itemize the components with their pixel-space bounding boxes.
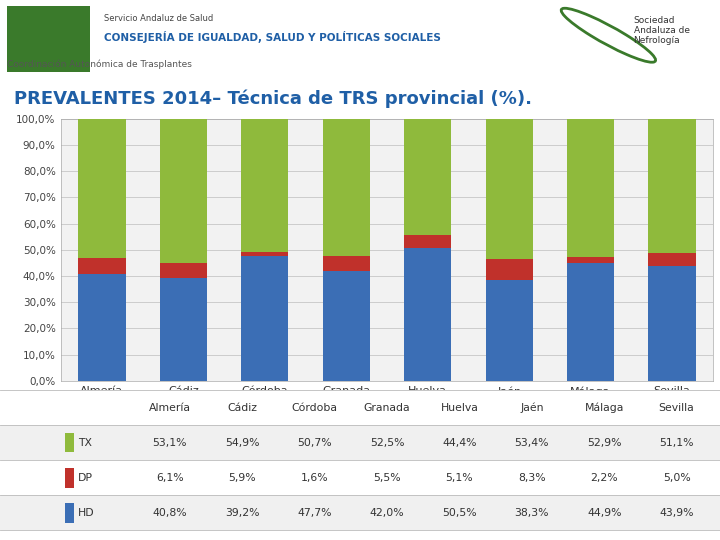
Text: Cádiz: Cádiz <box>228 403 257 413</box>
Text: Córdoba: Córdoba <box>292 403 338 413</box>
Bar <box>649 253 696 266</box>
Bar <box>323 256 370 271</box>
Text: HD: HD <box>78 508 94 518</box>
Bar <box>0 426 720 460</box>
Bar <box>649 119 696 253</box>
Text: 47,7%: 47,7% <box>297 508 332 518</box>
Bar <box>160 119 207 262</box>
Text: 5,1%: 5,1% <box>446 473 473 483</box>
Text: 53,4%: 53,4% <box>515 438 549 448</box>
Bar <box>649 266 696 381</box>
Bar <box>241 252 289 256</box>
Bar <box>404 248 451 381</box>
Text: TX: TX <box>78 438 91 448</box>
Text: PREVALENTES 2014– Técnica de TRS provincial (%).: PREVALENTES 2014– Técnica de TRS provinc… <box>14 90 532 109</box>
Bar <box>160 262 207 278</box>
Bar <box>567 258 614 263</box>
Text: Almería: Almería <box>149 403 191 413</box>
Bar <box>241 119 289 252</box>
Bar <box>567 263 614 381</box>
Text: Málaga: Málaga <box>585 402 624 413</box>
Bar <box>78 274 125 381</box>
Bar <box>7 6 90 72</box>
Bar <box>65 503 74 523</box>
Text: 1,6%: 1,6% <box>301 473 328 483</box>
Text: 6,1%: 6,1% <box>156 473 184 483</box>
Bar <box>485 280 533 381</box>
Text: Granada: Granada <box>364 403 410 413</box>
Text: 38,3%: 38,3% <box>515 508 549 518</box>
Bar <box>0 390 720 426</box>
Text: 5,9%: 5,9% <box>228 473 256 483</box>
Bar <box>404 119 451 235</box>
Text: DP: DP <box>78 473 93 483</box>
Bar <box>241 256 289 381</box>
Text: 44,9%: 44,9% <box>587 508 621 518</box>
Text: Servicio Andaluz de Salud: Servicio Andaluz de Salud <box>104 14 214 23</box>
Text: CONSEJERÍA DE IGUALDAD, SALUD Y POLÍTICAS SOCIALES: CONSEJERÍA DE IGUALDAD, SALUD Y POLÍTICA… <box>104 31 441 43</box>
Bar <box>567 119 614 258</box>
Text: 52,9%: 52,9% <box>587 438 621 448</box>
Bar <box>485 259 533 280</box>
Bar <box>0 460 720 495</box>
Bar <box>323 119 370 256</box>
Bar <box>404 235 451 248</box>
Text: 53,1%: 53,1% <box>153 438 187 448</box>
Text: 43,9%: 43,9% <box>660 508 694 518</box>
Text: 40,8%: 40,8% <box>153 508 187 518</box>
Text: 54,9%: 54,9% <box>225 438 259 448</box>
Bar <box>78 119 125 258</box>
Text: 5,0%: 5,0% <box>662 473 690 483</box>
Text: Sevilla: Sevilla <box>659 403 695 413</box>
Bar <box>323 271 370 381</box>
Text: 44,4%: 44,4% <box>442 438 477 448</box>
Text: 5,5%: 5,5% <box>373 473 401 483</box>
Text: Coordinación Autonómica de Trasplantes: Coordinación Autonómica de Trasplantes <box>7 59 192 69</box>
Bar <box>65 468 74 488</box>
Text: 51,1%: 51,1% <box>660 438 694 448</box>
Text: 39,2%: 39,2% <box>225 508 259 518</box>
Text: 52,5%: 52,5% <box>370 438 404 448</box>
Bar <box>485 119 533 259</box>
Text: 42,0%: 42,0% <box>369 508 405 518</box>
Bar <box>78 258 125 274</box>
Text: 50,7%: 50,7% <box>297 438 332 448</box>
Text: 2,2%: 2,2% <box>590 473 618 483</box>
Bar <box>0 495 720 530</box>
Text: 8,3%: 8,3% <box>518 473 546 483</box>
Text: Huelva: Huelva <box>441 403 478 413</box>
Text: Sociedad
Andaluza de
Nefrología: Sociedad Andaluza de Nefrología <box>634 16 690 45</box>
Bar <box>160 278 207 381</box>
Text: 50,5%: 50,5% <box>442 508 477 518</box>
Bar <box>65 433 74 453</box>
Text: Jaén: Jaén <box>520 402 544 413</box>
